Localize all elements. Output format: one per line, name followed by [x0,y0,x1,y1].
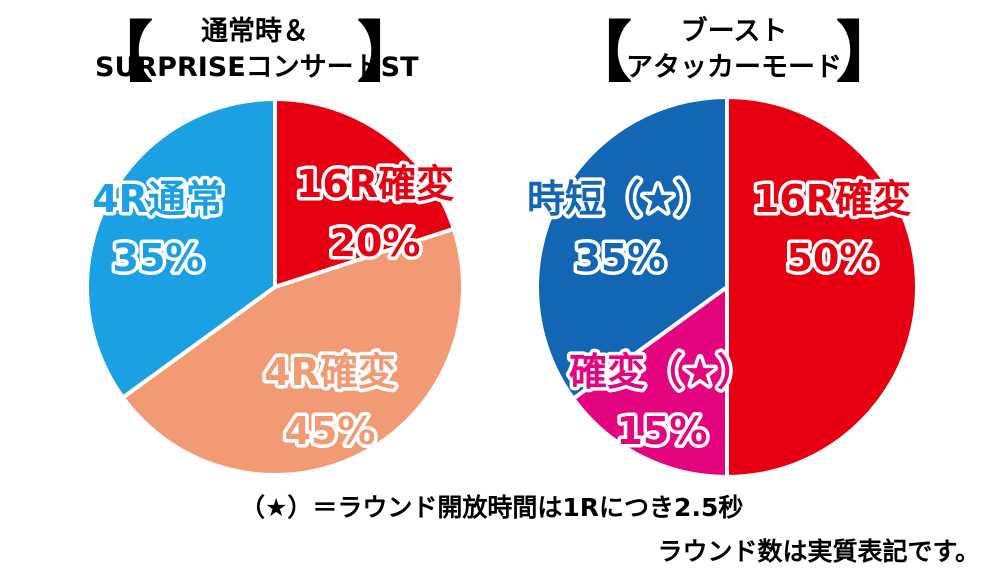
right-slice-3-label: 時短（★） [527,177,713,221]
left-slice-2-label: 4R確変 [264,350,396,394]
left-slice-2-value: 45% [285,409,376,453]
right-title-bracket-close: 】 [836,14,902,91]
footnote-round-count: ラウンド数は実質表記です。 [657,537,980,566]
right-slice-1-label: 16R確変 [753,177,911,221]
right-pie-chart: 16R確変 50% 確変（★） 15% 時短（★） 35% [523,94,919,480]
right-pie-slice-3 [535,94,729,402]
left-pie-chart: 16R確変 20% 4R確変 45% 4R通常 35% [85,96,465,477]
left-title-line1: 通常時＆ [201,16,309,47]
right-chart-title: 【 ブースト アタッカーモード 】 [566,14,902,86]
left-slice-1-value: 20% [330,221,421,265]
left-slice-1-label: 16R確変 [296,162,454,206]
left-title-line2: SURPRISEコンサートST [95,52,419,83]
right-title-bracket-open: 【 [566,14,632,91]
right-pie-slice-1 [725,94,919,480]
right-slice-1-value: 50% [787,236,878,280]
right-slice-2-label: 確変（★） [569,350,755,394]
left-slice-3-value: 35% [113,236,204,280]
left-title-bracket-open: 【 [87,14,153,91]
left-chart-title: 【 通常時＆ SURPRISEコンサートST 】 [87,14,423,86]
left-pie-slice-1 [273,96,457,290]
left-title-bracket-close: 】 [357,14,423,91]
right-title-line1: ブースト [680,16,788,47]
left-pie-slice-2 [120,226,465,477]
right-slice-2-value: 15% [617,409,708,453]
left-slice-3-label: 4R通常 [92,177,224,221]
left-pie-slice-3 [85,96,277,401]
footnote-round-time: （★）＝ラウンド開放時間は1Rにつき2.5秒 [240,493,744,522]
right-pie-slice-2 [570,283,729,480]
right-slice-3-value: 35% [575,236,666,280]
right-title-line2: アタッカーモード [626,52,842,83]
